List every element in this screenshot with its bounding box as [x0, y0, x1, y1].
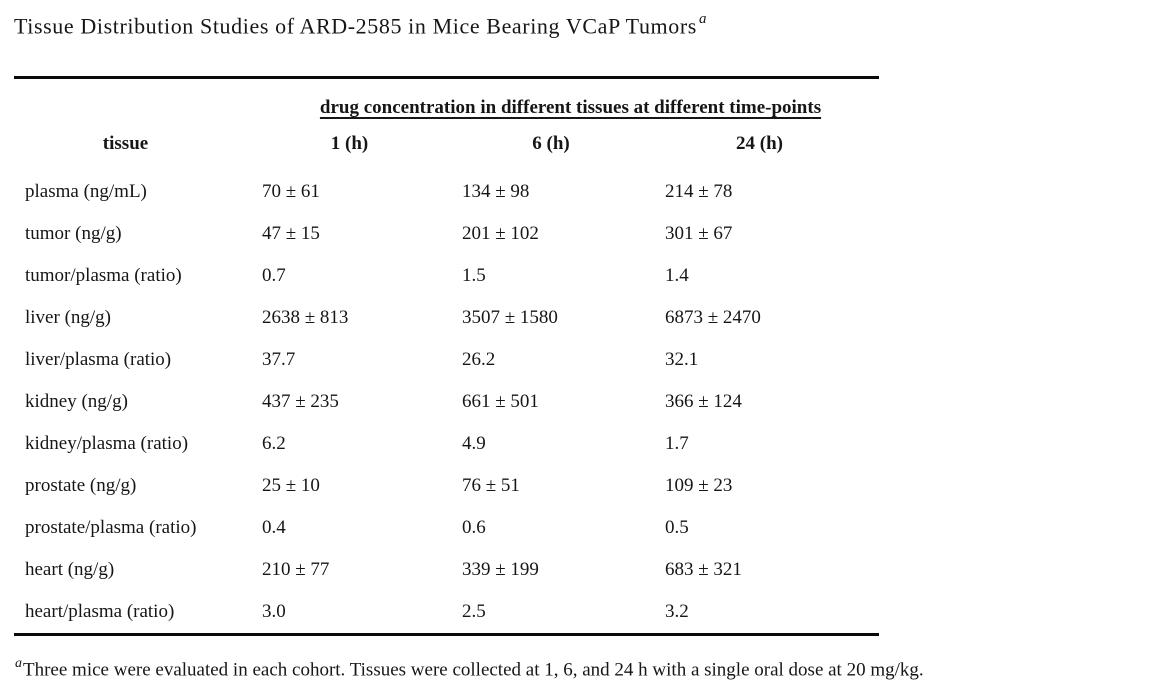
concentration-value: 25 ± 10 [262, 475, 320, 497]
tissue-row-label: prostate (ng/g) [25, 475, 137, 497]
tissue-row-label: liver (ng/g) [25, 307, 112, 329]
concentration-value: 3.0 [262, 601, 286, 623]
concentration-value: 76 ± 51 [462, 475, 520, 497]
table-row: tumor (ng/g) 47 ± 15 201 ± 102 301 ± 67 [14, 213, 879, 255]
tissue-row-label: prostate/plasma (ratio) [25, 517, 197, 539]
span-header-cell: drug concentration in different tissues … [262, 78, 879, 122]
tissue-row-label: tumor (ng/g) [25, 223, 122, 245]
tissue-row-label: heart (ng/g) [25, 559, 115, 581]
tissue-row-label: kidney/plasma (ratio) [25, 433, 189, 455]
concentration-value: 214 ± 78 [665, 181, 733, 203]
table-row: plasma (ng/mL) 70 ± 61 134 ± 98 214 ± 78 [14, 171, 879, 213]
table-row: liver (ng/g) 2638 ± 813 3507 ± 1580 6873 ± … [14, 297, 879, 339]
column-header-6h: 6 (h) [532, 133, 570, 155]
concentration-value: 32.1 [665, 349, 699, 371]
tissue-row-label: plasma (ng/mL) [25, 181, 147, 203]
footnote-marker: a [15, 656, 22, 672]
table-body: plasma (ng/mL) 70 ± 61 134 ± 98 214 ± 78 tum… [14, 171, 879, 635]
concentration-value: 437 ± 235 [262, 391, 339, 413]
concentration-value: 6873 ± 2470 [665, 307, 761, 329]
concentration-value: 0.4 [262, 517, 286, 539]
table-row: prostate (ng/g) 25 ± 10 76 ± 51 109 ± 23 [14, 465, 879, 507]
table-row: heart (ng/g) 210 ± 77 339 ± 199 683 ± 321 [14, 549, 879, 591]
concentration-value: 0.7 [262, 265, 286, 287]
table-row: prostate/plasma (ratio) 0.4 0.6 0.5 [14, 507, 879, 549]
concentration-value: 1.7 [665, 433, 689, 455]
table-row: liver/plasma (ratio) 37.7 26.2 32.1 [14, 339, 879, 381]
concentration-value: 1.4 [665, 265, 689, 287]
concentration-value: 683 ± 321 [665, 559, 742, 581]
span-header-row: drug concentration in different tissues … [14, 78, 879, 122]
concentration-value: 109 ± 23 [665, 475, 733, 497]
tissue-row-label: liver/plasma (ratio) [25, 349, 172, 371]
table-footnote: aThree mice were evaluated in each cohor… [15, 652, 1161, 683]
table-row: heart/plasma (ratio) 3.0 2.5 3.2 [14, 591, 879, 635]
concentration-value: 0.6 [462, 517, 486, 539]
span-header-label: drug concentration in different tissues … [319, 97, 822, 119]
concentration-value: 0.5 [665, 517, 689, 539]
concentration-value: 26.2 [462, 349, 496, 371]
concentration-value: 2638 ± 813 [262, 307, 349, 329]
concentration-value: 1.5 [462, 265, 486, 287]
concentration-value: 3.2 [665, 601, 689, 623]
tissue-row-label: tumor/plasma (ratio) [25, 265, 182, 287]
concentration-value: 301 ± 67 [665, 223, 733, 245]
table-row: tumor/plasma (ratio) 0.7 1.5 1.4 [14, 255, 879, 297]
tissue-row-label: kidney (ng/g) [25, 391, 128, 413]
concentration-value: 47 ± 15 [262, 223, 320, 245]
title-footnote-marker: a [698, 11, 707, 27]
column-header-1h: 1 (h) [330, 133, 369, 155]
concentration-value: 6.2 [262, 433, 286, 455]
concentration-value: 661 ± 501 [462, 391, 539, 413]
footnote-text: Three mice were evaluated in each cohort… [23, 659, 924, 681]
page-title: Tissue Distribution Studies of ARD-2585 … [14, 6, 1161, 41]
column-header-24h: 24 (h) [736, 133, 783, 155]
concentration-value: 37.7 [262, 349, 296, 371]
concentration-value: 2.5 [462, 601, 486, 623]
column-header-row: tissue 1 (h) 6 (h) 24 (h) [14, 121, 879, 171]
concentration-value: 134 ± 98 [462, 181, 530, 203]
tissue-row-label: heart/plasma (ratio) [25, 601, 175, 623]
concentration-value: 201 ± 102 [462, 223, 539, 245]
table-row: kidney (ng/g) 437 ± 235 661 ± 501 366 ± 124 [14, 381, 879, 423]
table-row: kidney/plasma (ratio) 6.2 4.9 1.7 [14, 423, 879, 465]
concentration-value: 339 ± 199 [462, 559, 539, 581]
concentration-value: 4.9 [462, 433, 486, 455]
column-header-tissue: tissue [102, 133, 149, 155]
concentration-value: 366 ± 124 [665, 391, 742, 413]
tissue-distribution-table: drug concentration in different tissues … [14, 76, 880, 637]
page-title-text: Tissue Distribution Studies of ARD-2585 … [14, 13, 697, 39]
concentration-value: 70 ± 61 [262, 181, 320, 203]
concentration-value: 210 ± 77 [262, 559, 330, 581]
concentration-value: 3507 ± 1580 [462, 307, 558, 329]
span-header-spacer [14, 78, 262, 122]
